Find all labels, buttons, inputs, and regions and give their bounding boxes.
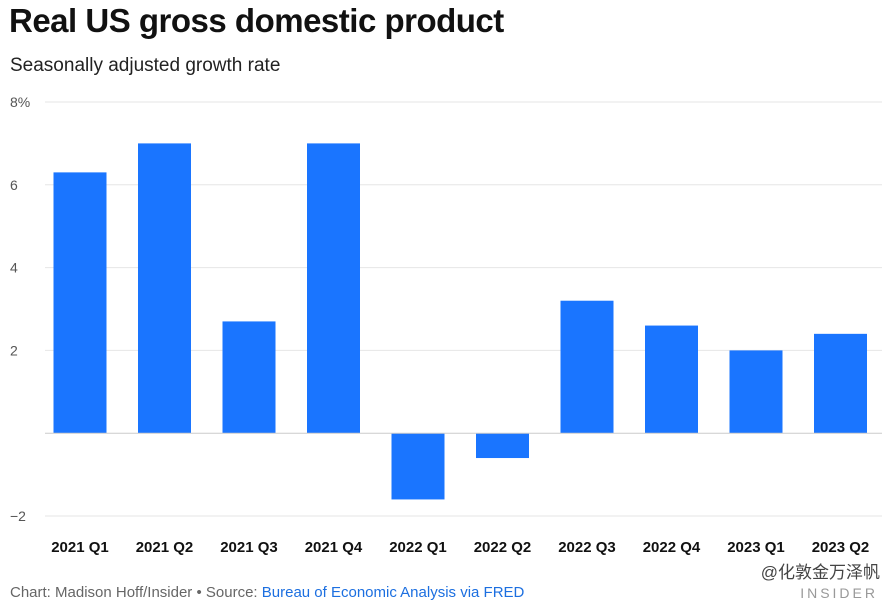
bar-chart: −2 2 4 6 8% 2021 Q1 2021 Q2 2021 Q3 2021 Q4 2022 … — [10, 94, 882, 556]
bar — [222, 321, 276, 434]
source-link[interactable]: Bureau of Economic Analysis via FRED — [261, 584, 525, 601]
x-tick-label: 2021 Q4 — [305, 539, 363, 556]
bar — [645, 325, 698, 434]
x-tick-label: 2021 Q3 — [220, 539, 278, 556]
bar — [476, 433, 529, 459]
x-tick-label: 2021 Q1 — [51, 539, 109, 556]
x-tick-label: 2021 Q2 — [136, 539, 194, 556]
bar — [391, 433, 445, 500]
chart-title: Real US gross domestic product — [9, 2, 504, 39]
chart-subtitle: Seasonally adjusted growth rate — [10, 55, 281, 76]
x-tick-label: 2022 Q2 — [474, 539, 532, 556]
bar — [814, 333, 867, 434]
y-tick-label: 4 — [10, 260, 18, 276]
y-tick-label: 6 — [10, 177, 18, 193]
chart-credit: Chart: Madison Hoff/Insider • Source: — [10, 584, 258, 601]
bar — [560, 300, 614, 434]
x-tick-label: 2022 Q1 — [389, 539, 447, 556]
x-tick-label: 2023 Q1 — [727, 539, 785, 556]
y-tick-label: −2 — [10, 508, 26, 524]
bar — [729, 350, 783, 434]
y-tick-label: 8% — [10, 94, 30, 110]
x-tick-label: 2022 Q3 — [558, 539, 616, 556]
watermark: @化敦金万泽帆 — [760, 563, 880, 582]
chart-footer: Chart: Madison Hoff/Insider • Source: Bu… — [10, 584, 524, 601]
bar — [138, 143, 191, 434]
bar — [307, 143, 360, 434]
x-tick-label: 2022 Q4 — [643, 539, 701, 556]
bar — [53, 172, 107, 434]
y-tick-label: 2 — [10, 342, 18, 358]
brand-logo: INSIDER — [800, 585, 878, 601]
x-tick-label: 2023 Q2 — [812, 539, 870, 556]
